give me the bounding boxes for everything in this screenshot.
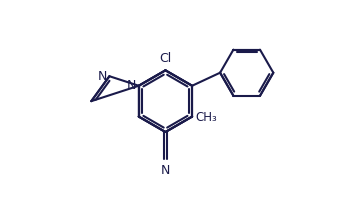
Text: N: N	[98, 70, 107, 83]
Text: N: N	[127, 79, 137, 92]
Text: CH₃: CH₃	[195, 111, 217, 124]
Text: N: N	[161, 164, 170, 177]
Text: Cl: Cl	[159, 52, 171, 65]
